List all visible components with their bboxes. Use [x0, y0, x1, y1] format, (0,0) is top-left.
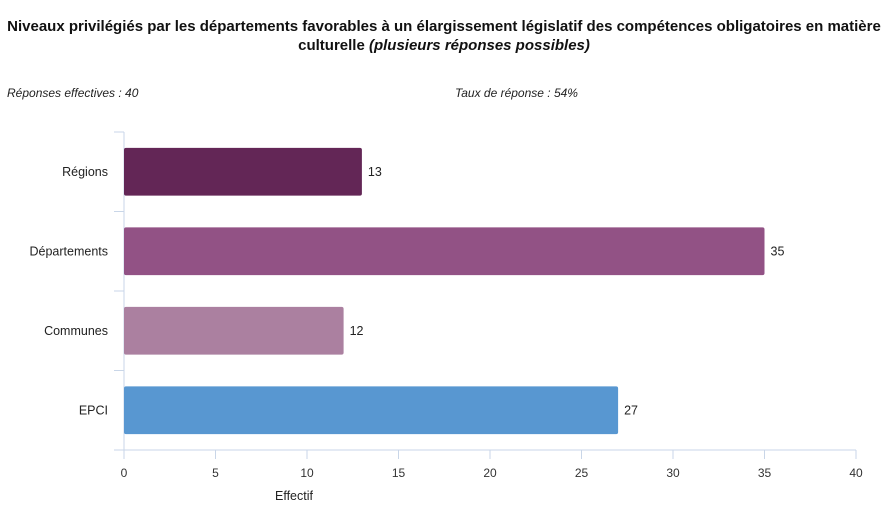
data-label: 12 — [350, 324, 364, 338]
x-tick-label: 5 — [212, 466, 219, 480]
data-label: 35 — [771, 244, 785, 258]
response-rate: Taux de réponse : 54% — [455, 86, 578, 100]
bar — [124, 306, 344, 355]
chart-title-main: Niveaux privilégiés par les départements… — [7, 18, 881, 54]
x-tick-label: 30 — [666, 466, 680, 480]
data-label: 13 — [368, 165, 382, 179]
x-tick-label: 20 — [483, 466, 497, 480]
bar — [124, 147, 362, 196]
x-tick-label: 15 — [392, 466, 406, 480]
category-label: Communes — [44, 324, 108, 338]
x-tick-label: 40 — [849, 466, 863, 480]
x-tick-label: 25 — [575, 466, 589, 480]
category-label: Régions — [62, 165, 108, 179]
x-axis-title: Effectif — [275, 489, 314, 503]
data-label: 27 — [624, 403, 638, 417]
category-label: Départements — [29, 244, 108, 258]
chart-title: Niveaux privilégiés par les départements… — [0, 17, 888, 55]
x-tick-label: 35 — [758, 466, 772, 480]
bar — [124, 386, 619, 435]
bar — [124, 227, 765, 276]
x-tick-label: 0 — [121, 466, 128, 480]
responses-count: Réponses effectives : 40 — [7, 86, 139, 100]
x-tick-label: 10 — [300, 466, 314, 480]
chart-title-subtitle: (plusieurs réponses possibles) — [368, 37, 590, 54]
category-label: EPCI — [79, 403, 108, 417]
